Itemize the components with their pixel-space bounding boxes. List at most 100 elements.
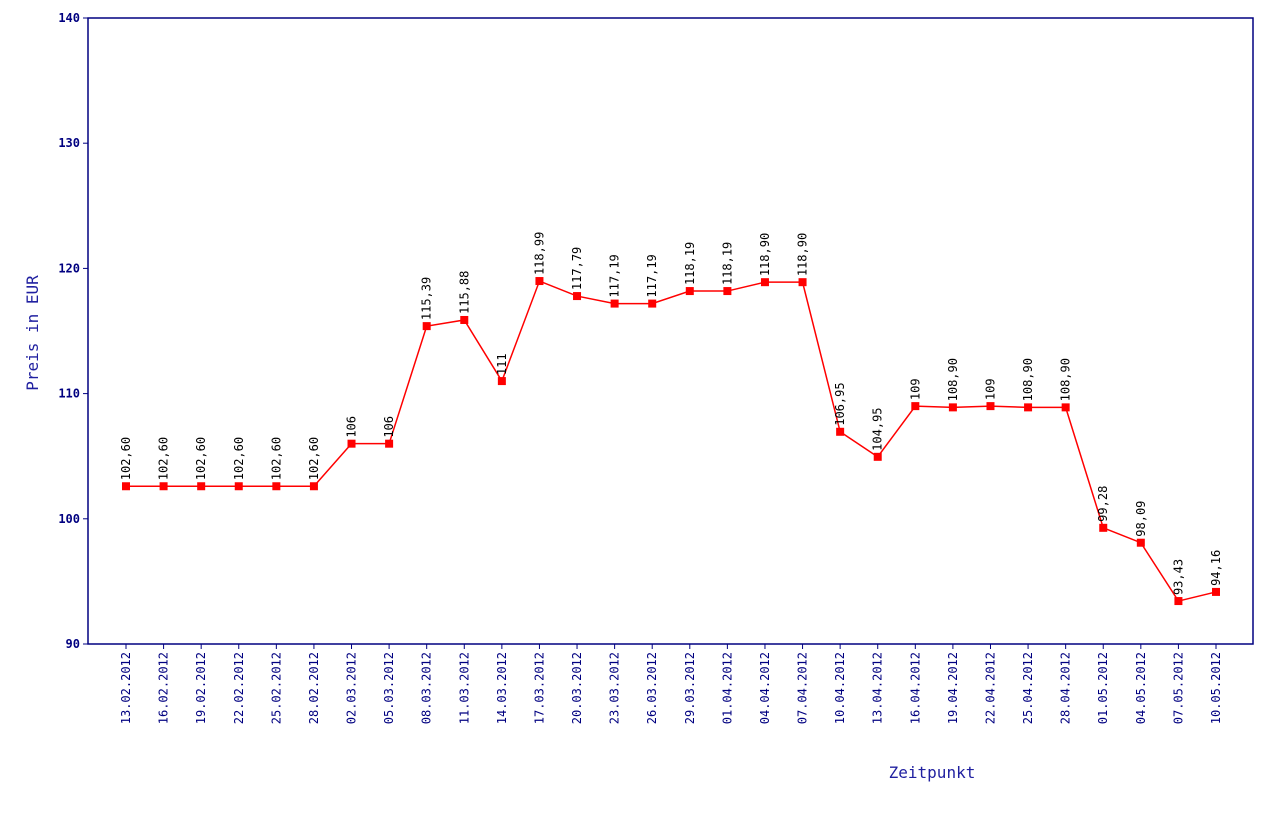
data-line bbox=[126, 280, 1217, 602]
x-tick-label: 22.04.2012 bbox=[983, 652, 997, 724]
data-label: 102,60 bbox=[194, 437, 208, 480]
data-label: 118,19 bbox=[683, 242, 697, 285]
data-point bbox=[836, 427, 845, 436]
data-label: 108,90 bbox=[946, 358, 960, 401]
x-tick-label: 28.04.2012 bbox=[1059, 652, 1073, 724]
data-label: 118,90 bbox=[796, 233, 810, 276]
data-label: 117,19 bbox=[645, 254, 659, 297]
x-tick-label: 25.04.2012 bbox=[1021, 652, 1035, 724]
data-point bbox=[798, 278, 807, 287]
data-point bbox=[1212, 587, 1220, 596]
x-tick-label: 10.05.2012 bbox=[1209, 652, 1223, 724]
data-label: 106,95 bbox=[833, 382, 847, 425]
data-point bbox=[197, 482, 206, 491]
x-tick-label: 22.02.2012 bbox=[232, 652, 246, 724]
x-tick-label: 17.03.2012 bbox=[532, 652, 546, 724]
data-label: 102,60 bbox=[119, 437, 133, 480]
y-tick-label: 140 bbox=[58, 11, 80, 25]
data-label: 118,99 bbox=[532, 232, 546, 275]
x-axis-label: Zeitpunkt bbox=[889, 763, 976, 782]
x-tick-label: 28.02.2012 bbox=[307, 652, 321, 724]
data-label: 93,43 bbox=[1171, 559, 1185, 595]
x-tick-label: 04.05.2012 bbox=[1134, 652, 1148, 724]
data-point bbox=[873, 452, 882, 461]
data-point bbox=[610, 299, 619, 308]
x-tick-label: 29.03.2012 bbox=[683, 652, 697, 724]
x-tick-label: 07.05.2012 bbox=[1171, 652, 1185, 724]
x-tick-label: 14.03.2012 bbox=[495, 652, 509, 724]
data-point bbox=[122, 482, 130, 491]
data-label: 102,60 bbox=[232, 437, 246, 480]
x-tick-label: 01.04.2012 bbox=[720, 652, 734, 724]
x-tick-label: 13.04.2012 bbox=[871, 652, 885, 724]
data-point bbox=[347, 439, 356, 448]
x-tick-label: 25.02.2012 bbox=[269, 652, 283, 724]
data-point bbox=[460, 315, 469, 324]
x-tick-label: 20.03.2012 bbox=[570, 652, 584, 724]
y-tick-label: 120 bbox=[58, 261, 80, 275]
data-point bbox=[1174, 597, 1183, 606]
data-point bbox=[648, 299, 657, 308]
data-point bbox=[948, 403, 957, 412]
x-tick-label: 16.04.2012 bbox=[908, 652, 922, 724]
data-point bbox=[573, 292, 582, 301]
x-tick-label: 08.03.2012 bbox=[420, 652, 434, 724]
data-label: 106 bbox=[345, 416, 359, 438]
x-tick-label: 19.04.2012 bbox=[946, 652, 960, 724]
data-label: 115,39 bbox=[420, 277, 434, 320]
x-tick-label: 01.05.2012 bbox=[1096, 652, 1110, 724]
data-point bbox=[159, 482, 168, 491]
data-point bbox=[911, 402, 920, 411]
data-label: 109 bbox=[908, 378, 922, 400]
x-tick-label: 10.04.2012 bbox=[833, 652, 847, 724]
data-label: 106 bbox=[382, 416, 396, 438]
data-point bbox=[234, 482, 243, 491]
data-point bbox=[1099, 523, 1108, 532]
plot-frame bbox=[87, 17, 1254, 645]
data-label: 102,60 bbox=[157, 437, 171, 480]
data-point bbox=[1024, 403, 1033, 412]
x-tick-label: 02.03.2012 bbox=[345, 652, 359, 724]
data-label: 109 bbox=[983, 378, 997, 400]
y-tick-label: 100 bbox=[58, 512, 80, 526]
data-point bbox=[986, 402, 995, 411]
data-point bbox=[497, 377, 506, 386]
data-label: 117,19 bbox=[608, 254, 622, 297]
data-point bbox=[385, 439, 394, 448]
data-label: 98,09 bbox=[1134, 501, 1148, 537]
data-label: 104,95 bbox=[871, 407, 885, 450]
data-point bbox=[309, 482, 318, 491]
y-tick-label: 110 bbox=[58, 387, 80, 401]
data-label: 99,28 bbox=[1096, 486, 1110, 522]
data-point bbox=[272, 482, 281, 491]
data-label: 117,79 bbox=[570, 247, 584, 290]
x-tick-label: 16.02.2012 bbox=[157, 652, 171, 724]
x-tick-label: 04.04.2012 bbox=[758, 652, 772, 724]
data-label: 118,90 bbox=[758, 233, 772, 276]
data-label: 94,16 bbox=[1209, 550, 1223, 586]
x-tick-label: 13.02.2012 bbox=[119, 652, 133, 724]
data-label: 115,88 bbox=[457, 271, 471, 314]
data-label: 102,60 bbox=[307, 437, 321, 480]
x-tick-label: 19.02.2012 bbox=[194, 652, 208, 724]
x-tick-label: 05.03.2012 bbox=[382, 652, 396, 724]
data-point bbox=[723, 287, 732, 296]
data-label: 111 bbox=[495, 353, 509, 375]
data-point bbox=[422, 322, 431, 331]
data-label: 108,90 bbox=[1021, 358, 1035, 401]
x-tick-label: 26.03.2012 bbox=[645, 652, 659, 724]
y-tick-label: 130 bbox=[58, 136, 80, 150]
data-label: 102,60 bbox=[269, 437, 283, 480]
y-axis-label: Preis in EUR bbox=[23, 275, 42, 391]
data-label: 108,90 bbox=[1059, 358, 1073, 401]
x-tick-label: 11.03.2012 bbox=[457, 652, 471, 724]
data-point bbox=[685, 287, 694, 296]
data-point bbox=[1061, 403, 1070, 412]
data-point bbox=[535, 277, 544, 286]
y-tick-label: 90 bbox=[66, 637, 80, 651]
data-label: 118,19 bbox=[720, 242, 734, 285]
data-point bbox=[760, 278, 769, 287]
x-tick-label: 07.04.2012 bbox=[796, 652, 810, 724]
x-tick-label: 23.03.2012 bbox=[608, 652, 622, 724]
